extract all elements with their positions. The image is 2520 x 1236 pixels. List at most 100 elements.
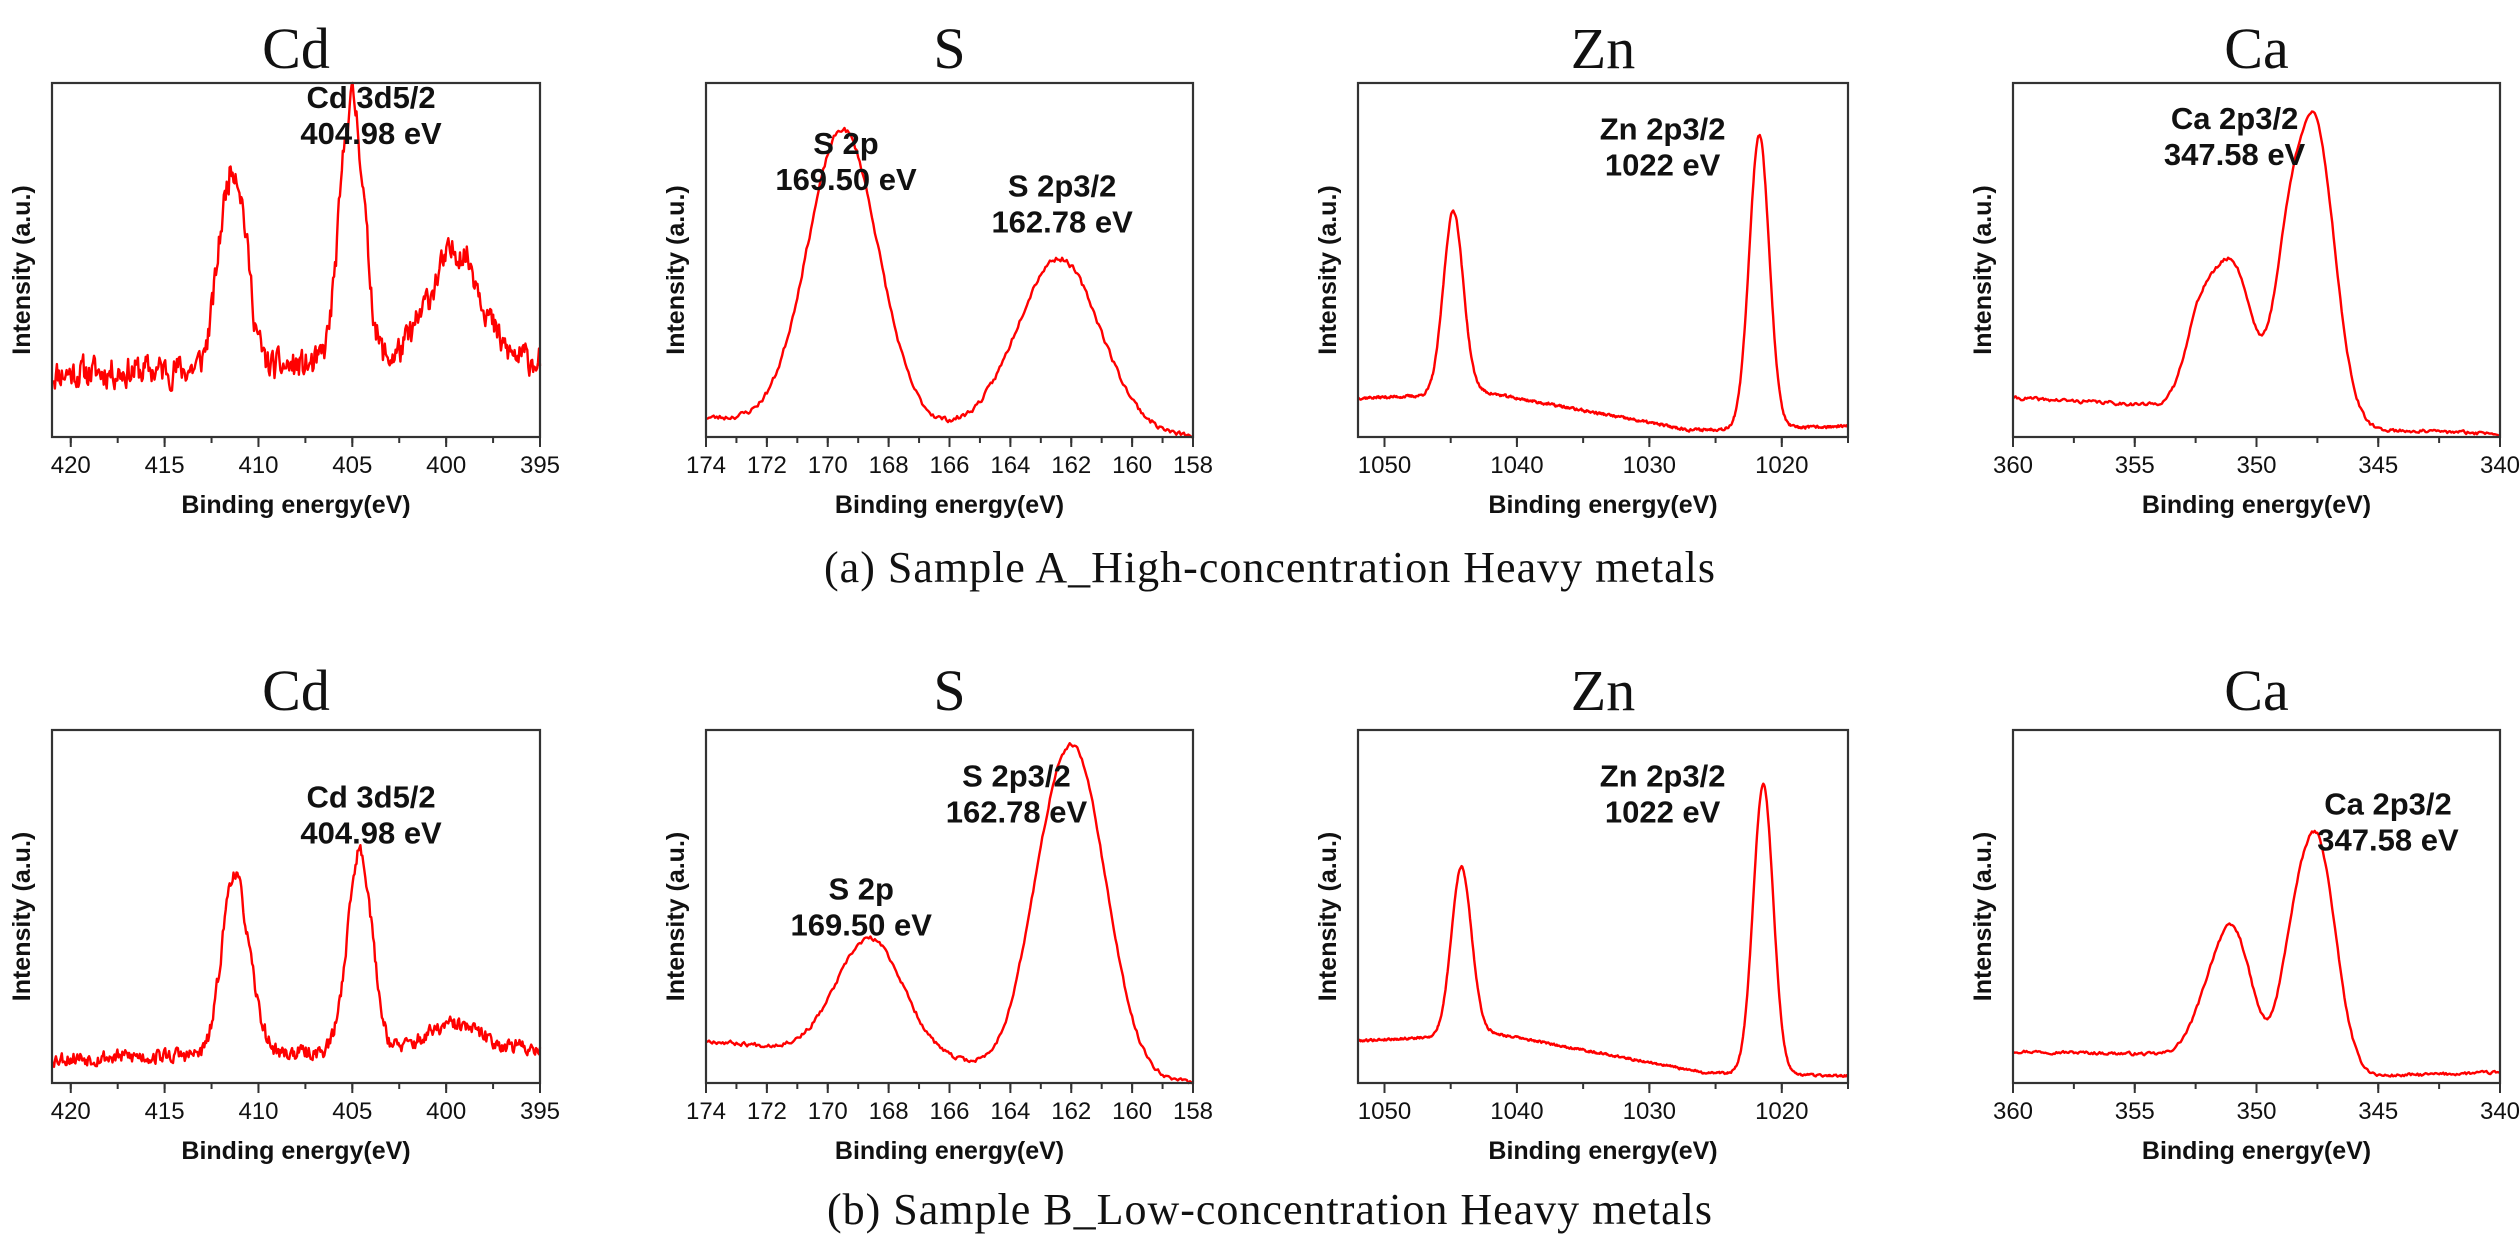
x-tick-label: 345 [2358,1098,2398,1125]
spectrum-line [2012,829,2501,1078]
x-tick-label: 160 [1112,452,1152,479]
panel-title: Ca [2224,16,2288,81]
panel-title: S [933,658,965,723]
panel-title: Zn [1571,658,1635,723]
x-tick-label: 410 [238,1098,278,1125]
x-tick-label: 340 [2480,452,2520,479]
x-tick-label: 1050 [1358,1098,1411,1125]
x-tick-label: 395 [520,1098,560,1125]
x-axis-title: Binding energy(eV) [1488,1137,1717,1165]
y-axis-title: Intensity (a.u.) [8,832,36,1001]
x-tick-label: 410 [238,452,278,479]
panel-title: S [933,16,965,81]
y-axis-title: Intensity (a.u.) [1314,185,1342,354]
y-axis-title: Intensity (a.u.) [662,832,690,1001]
x-tick-label: 1040 [1490,452,1543,479]
x-tick-label: 170 [808,452,848,479]
x-tick-label: 405 [332,452,372,479]
x-tick-label: 172 [747,1098,787,1125]
panel-title: Cd [262,658,330,723]
panels: Cd 420 415 410 405 400 395 Binding energy(eV) In… [8,16,2520,1165]
x-tick-label: 1020 [1755,452,1808,479]
spectrum-line [1357,133,1849,433]
x-tick-label: 360 [1993,1098,2033,1125]
spectrum-line [2012,110,2501,438]
panel-a-ca: Ca 360 355 350 345 340 Binding energy(eV) Inten… [1969,16,2520,519]
x-tick-label: 340 [2480,1098,2520,1125]
x-axis-title: Binding energy(eV) [835,491,1064,519]
spectrum-line [50,844,542,1068]
panel-b-s: S 174 172 170 168 166 164 162 160 158 Binding ener… [662,658,1213,1165]
caption-b: (b) Sample B_Low-concentration Heavy met… [827,1185,1713,1234]
x-tick-label: 420 [51,452,91,479]
x-tick-label: 350 [2236,1098,2276,1125]
y-axis-title: Intensity (a.u.) [662,185,690,354]
x-tick-label: 170 [808,1098,848,1125]
x-tick-label: 166 [929,1098,969,1125]
panel-title: Cd [262,16,330,81]
panel-a-zn: Zn 1050 1040 1030 1020 Binding energy(eV) Inte… [1314,16,1850,519]
x-tick-label: 158 [1173,1098,1213,1125]
x-tick-label: 174 [686,452,726,479]
y-axis-title: Intensity (a.u.) [1969,832,1997,1001]
x-tick-label: 162 [1051,452,1091,479]
spectrum-line [1357,782,1849,1078]
panel-title: Ca [2224,658,2288,723]
caption-a: (a) Sample A_High-concentration Heavy me… [824,543,1716,592]
x-tick-label: 350 [2236,452,2276,479]
plot-frame [50,81,542,439]
plot-frame [50,728,542,1085]
x-axis-title: Binding energy(eV) [2142,491,2371,519]
x-tick-label: 355 [2115,452,2155,479]
plot-frame [2011,728,2502,1085]
x-tick-label: 174 [686,1098,726,1125]
x-tick-label: 395 [520,452,560,479]
panel-b-ca: Ca 360 355 350 345 340 Binding energy(eV) Inten… [1969,658,2520,1165]
x-axis-title: Binding energy(eV) [835,1137,1064,1165]
x-tick-label: 164 [990,452,1030,479]
plot-frame [1356,81,1850,439]
peak-annotation: Zn 2p3/2 1022 eV [1600,112,1726,183]
spectrum-line [50,81,542,392]
x-tick-label: 405 [332,1098,372,1125]
x-tick-label: 160 [1112,1098,1152,1125]
x-tick-label: 1040 [1490,1098,1543,1125]
x-tick-label: 168 [869,452,909,479]
x-tick-label: 1030 [1623,452,1676,479]
x-axis-title: Binding energy(eV) [181,491,410,519]
plot-frame [1356,728,1850,1085]
peak-annotation: Zn 2p3/2 1022 eV [1600,758,1726,829]
x-tick-label: 415 [145,1098,185,1125]
panel-b-cd: Cd 420 415 410 405 400 395 Binding energy(eV) In… [8,658,560,1165]
x-tick-label: 166 [929,452,969,479]
x-tick-label: 172 [747,452,787,479]
y-axis-title: Intensity (a.u.) [1314,832,1342,1001]
panel-a-s: S 174 172 170 168 166 164 162 160 158 Binding ener… [662,16,1213,519]
peak-annotation: Ca 2p3/2 347.58 eV [2317,787,2459,858]
x-tick-label: 360 [1993,452,2033,479]
x-tick-label: 400 [426,1098,466,1125]
x-tick-label: 345 [2358,452,2398,479]
peak-annotation: S 2p3/2 162.78 eV [946,758,1088,829]
x-tick-label: 400 [426,452,466,479]
x-tick-label: 162 [1051,1098,1091,1125]
plot-frame [704,728,1195,1085]
panel-title: Zn [1571,16,1635,81]
x-tick-label: 415 [145,452,185,479]
y-axis-title: Intensity (a.u.) [1969,185,1997,354]
x-tick-label: 1030 [1623,1098,1676,1125]
x-axis-title: Binding energy(eV) [1488,491,1717,519]
panel-a-cd: Cd 420 415 410 405 400 395 Binding energy(eV) In… [8,16,560,519]
peak-annotation: S 2p 169.50 eV [775,126,917,197]
peak-annotation: S 2p 169.50 eV [791,871,933,942]
plot-frame [704,81,1195,439]
peak-annotation: S 2p3/2 162.78 eV [991,168,1133,239]
panel-b-zn: Zn 1050 1040 1030 1020 Binding energy(eV) Inte… [1314,658,1850,1165]
x-tick-label: 164 [990,1098,1030,1125]
x-tick-label: 1050 [1358,452,1411,479]
spectrum-line [705,742,1194,1085]
x-tick-label: 158 [1173,452,1213,479]
peak-annotation: Cd 3d5/2 404.98 eV [300,780,442,851]
x-tick-label: 1020 [1755,1098,1808,1125]
